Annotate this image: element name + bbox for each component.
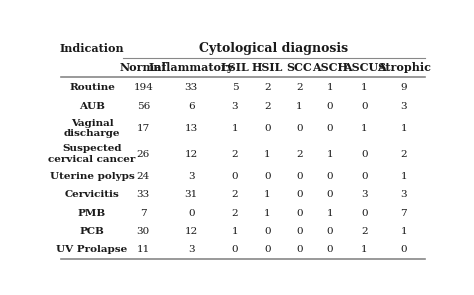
Text: 0: 0 <box>361 209 368 218</box>
Text: 1: 1 <box>327 209 333 218</box>
Text: 2: 2 <box>232 150 238 159</box>
Text: 0: 0 <box>296 209 302 218</box>
Text: 3: 3 <box>361 190 368 199</box>
Text: PCB: PCB <box>80 227 104 236</box>
Text: 26: 26 <box>137 150 150 159</box>
Text: HSIL: HSIL <box>252 62 283 73</box>
Text: 0: 0 <box>327 102 333 111</box>
Text: Cytological diagnosis: Cytological diagnosis <box>199 42 348 55</box>
Text: 0: 0 <box>327 190 333 199</box>
Text: 0: 0 <box>188 209 194 218</box>
Text: Routine: Routine <box>69 83 115 91</box>
Text: 1: 1 <box>401 172 407 181</box>
Text: 0: 0 <box>327 245 333 255</box>
Text: SCC: SCC <box>286 62 312 73</box>
Text: Indication: Indication <box>60 43 124 54</box>
Text: 0: 0 <box>264 227 271 236</box>
Text: Normal: Normal <box>120 62 167 73</box>
Text: 31: 31 <box>184 190 198 199</box>
Text: 33: 33 <box>184 83 198 91</box>
Text: 30: 30 <box>137 227 150 236</box>
Text: 2: 2 <box>264 83 271 91</box>
Text: 1: 1 <box>296 102 302 111</box>
Text: 3: 3 <box>401 102 407 111</box>
Text: 1: 1 <box>361 83 368 91</box>
Text: 0: 0 <box>232 172 238 181</box>
Text: 0: 0 <box>361 172 368 181</box>
Text: 0: 0 <box>327 124 333 133</box>
Text: 12: 12 <box>184 227 198 236</box>
Text: Uterine polyps: Uterine polyps <box>50 172 134 181</box>
Text: 17: 17 <box>137 124 150 133</box>
Text: 2: 2 <box>232 209 238 218</box>
Text: 0: 0 <box>264 124 271 133</box>
Text: 1: 1 <box>401 227 407 236</box>
Text: 6: 6 <box>188 102 194 111</box>
Text: 0: 0 <box>401 245 407 255</box>
Text: LSIL: LSIL <box>220 62 249 73</box>
Text: 0: 0 <box>327 227 333 236</box>
Text: 3: 3 <box>188 245 194 255</box>
Text: 33: 33 <box>137 190 150 199</box>
Text: 3: 3 <box>188 172 194 181</box>
Text: 1: 1 <box>264 190 271 199</box>
Text: ASCUS: ASCUS <box>343 62 386 73</box>
Text: 1: 1 <box>361 124 368 133</box>
Text: 3: 3 <box>232 102 238 111</box>
Text: Atrophic: Atrophic <box>377 62 431 73</box>
Text: 1: 1 <box>401 124 407 133</box>
Text: 1: 1 <box>232 124 238 133</box>
Text: 7: 7 <box>401 209 407 218</box>
Text: 11: 11 <box>137 245 150 255</box>
Text: 24: 24 <box>137 172 150 181</box>
Text: Suspected
cervical cancer: Suspected cervical cancer <box>48 145 136 164</box>
Text: 1: 1 <box>264 209 271 218</box>
Text: 3: 3 <box>401 190 407 199</box>
Text: 12: 12 <box>184 150 198 159</box>
Text: 0: 0 <box>327 172 333 181</box>
Text: PMB: PMB <box>78 209 106 218</box>
Text: 0: 0 <box>296 227 302 236</box>
Text: UV Prolapse: UV Prolapse <box>56 245 128 255</box>
Text: 13: 13 <box>184 124 198 133</box>
Text: 1: 1 <box>264 150 271 159</box>
Text: Cervicitis: Cervicitis <box>64 190 119 199</box>
Text: 0: 0 <box>264 245 271 255</box>
Text: 2: 2 <box>296 83 302 91</box>
Text: 2: 2 <box>296 150 302 159</box>
Text: 1: 1 <box>361 245 368 255</box>
Text: 0: 0 <box>296 124 302 133</box>
Text: Inflammatory: Inflammatory <box>148 62 234 73</box>
Text: 9: 9 <box>401 83 407 91</box>
Text: 2: 2 <box>361 227 368 236</box>
Text: 1: 1 <box>232 227 238 236</box>
Text: 2: 2 <box>232 190 238 199</box>
Text: 0: 0 <box>264 172 271 181</box>
Text: 2: 2 <box>401 150 407 159</box>
Text: 1: 1 <box>327 83 333 91</box>
Text: AUB: AUB <box>79 102 105 111</box>
Text: 1: 1 <box>327 150 333 159</box>
Text: Vaginal
discharge: Vaginal discharge <box>64 119 120 138</box>
Text: 0: 0 <box>296 172 302 181</box>
Text: 56: 56 <box>137 102 150 111</box>
Text: 194: 194 <box>133 83 153 91</box>
Text: 0: 0 <box>296 245 302 255</box>
Text: ASCH: ASCH <box>312 62 348 73</box>
Text: 5: 5 <box>232 83 238 91</box>
Text: 0: 0 <box>361 150 368 159</box>
Text: 2: 2 <box>264 102 271 111</box>
Text: 7: 7 <box>140 209 146 218</box>
Text: 0: 0 <box>232 245 238 255</box>
Text: 0: 0 <box>296 190 302 199</box>
Text: 0: 0 <box>361 102 368 111</box>
